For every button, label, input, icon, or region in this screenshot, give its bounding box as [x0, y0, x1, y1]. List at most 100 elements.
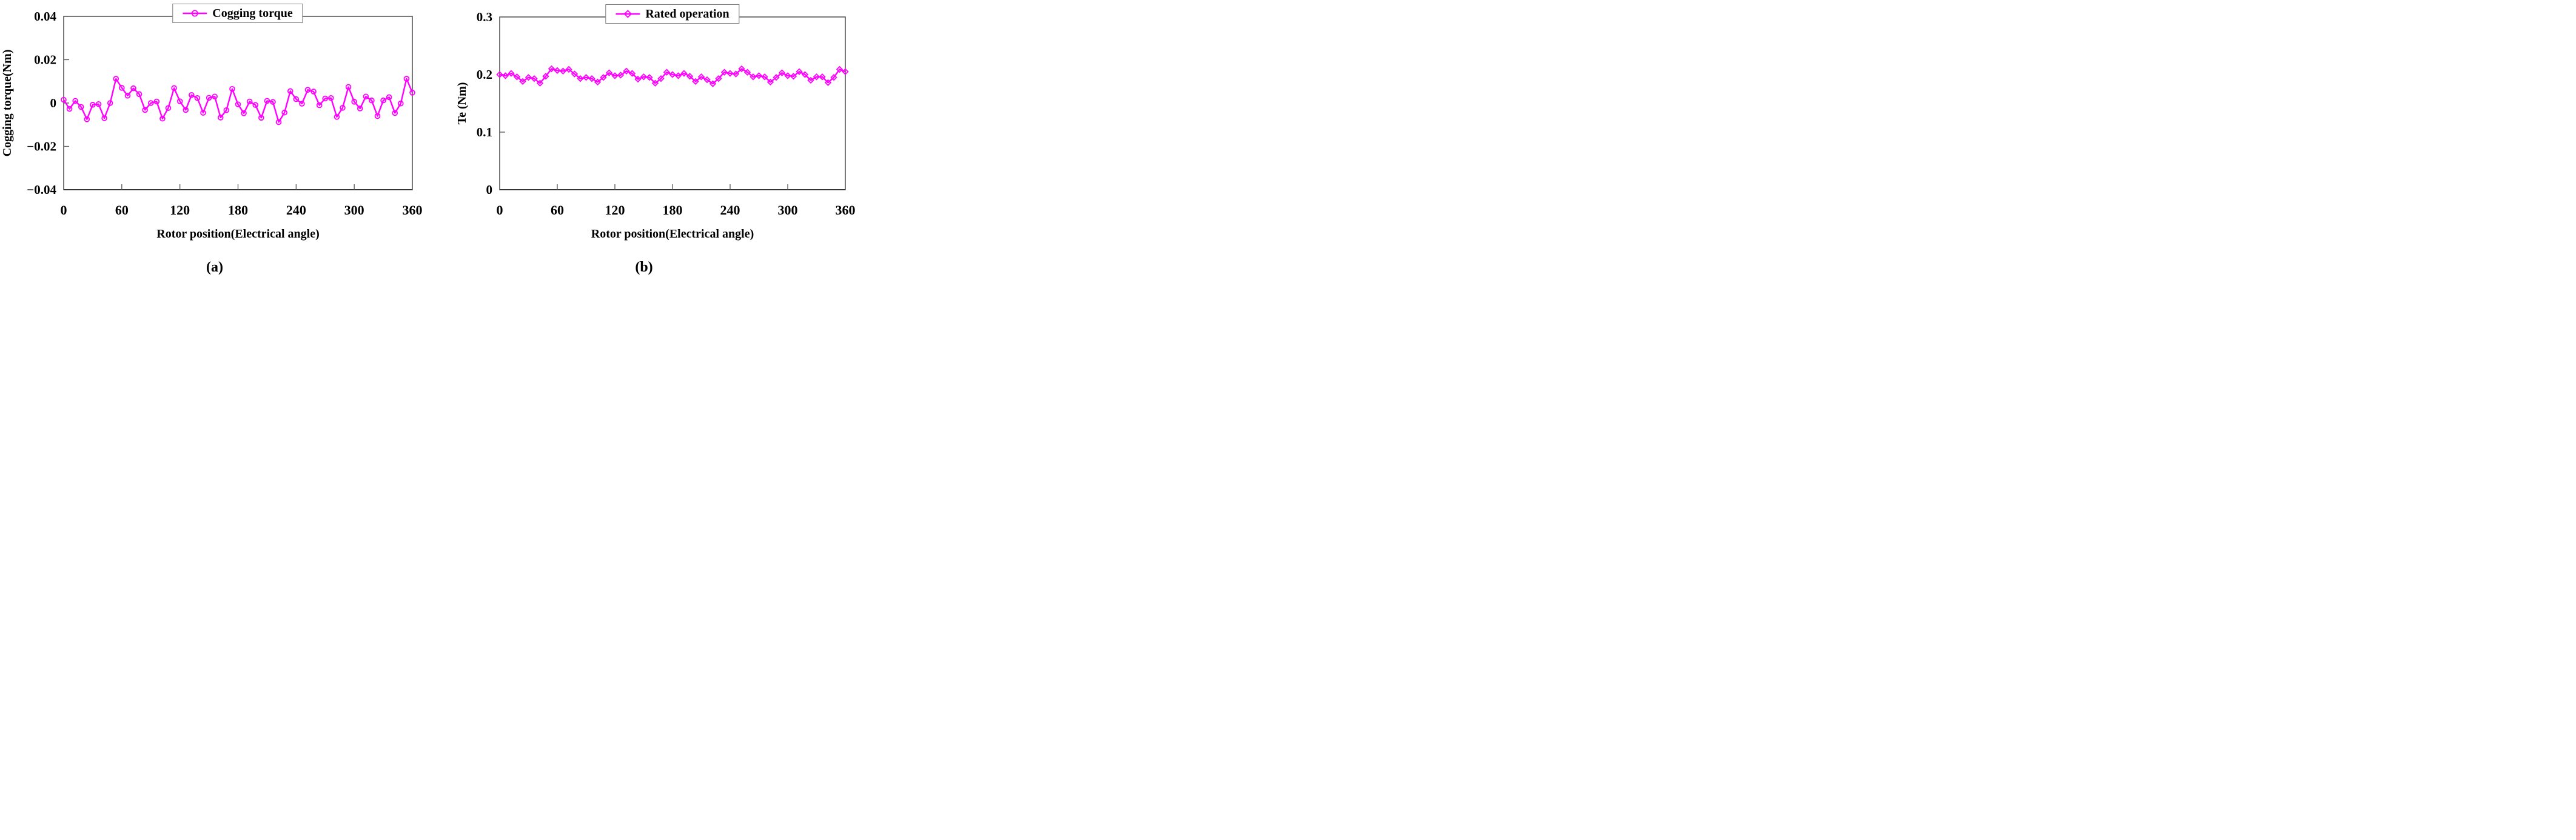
data-point-diamond	[559, 67, 567, 75]
data-point-diamond	[548, 65, 555, 73]
panel-a: 0 60 120 180 240 300 360 0.04 0.02 0 −0.02 −0.04 Rot…	[0, 0, 429, 280]
data-point-circle	[113, 76, 119, 82]
data-point-diamond	[513, 73, 521, 81]
y-tick-label: 0	[50, 96, 57, 110]
series-line	[62, 78, 414, 123]
data-point-circle	[340, 105, 346, 111]
data-point-circle	[223, 107, 230, 113]
data-point-circle	[229, 85, 235, 92]
data-point-diamond	[646, 74, 653, 81]
data-point-circle	[299, 101, 305, 107]
data-point-circle	[316, 102, 323, 108]
data-point-diamond	[674, 72, 682, 79]
data-point-circle	[66, 105, 73, 112]
data-point-diamond	[720, 68, 728, 76]
data-point-diamond	[842, 68, 849, 75]
data-point-circle	[357, 105, 363, 112]
x-tick-label: 120	[605, 202, 625, 218]
data-point-diamond	[796, 68, 803, 75]
data-point-circle	[95, 101, 102, 107]
data-point-diamond	[496, 71, 503, 78]
data-point-diamond	[531, 75, 538, 82]
x-tick-label: 0	[497, 202, 503, 218]
x-tick-label: 60	[551, 202, 564, 218]
data-point-circle	[369, 97, 375, 104]
x-tick-label: 60	[115, 202, 129, 218]
x-tick-label: 180	[228, 202, 248, 218]
data-point-diamond	[761, 73, 768, 81]
data-point-diamond	[623, 67, 630, 75]
data-point-circle	[281, 109, 287, 116]
plot-frame	[499, 16, 846, 190]
y-tick-label: 0.2	[477, 67, 492, 82]
data-point-diamond	[525, 74, 532, 81]
data-point-circle	[189, 92, 195, 98]
x-tick-label: 0	[61, 202, 67, 218]
data-point-circle	[84, 116, 90, 122]
data-point-circle	[392, 110, 398, 116]
y-axis-label: Cogging torque(Nm)	[1, 50, 14, 157]
data-point-diamond	[542, 73, 549, 80]
data-point-circle	[235, 101, 241, 107]
data-point-diamond	[640, 73, 648, 81]
data-point-diamond	[807, 76, 814, 84]
data-point-diamond	[766, 78, 774, 86]
data-point-circle	[304, 87, 311, 93]
data-point-circle	[61, 96, 67, 103]
data-point-circle	[328, 95, 334, 101]
data-point-diamond	[738, 65, 745, 73]
data-point-diamond	[663, 68, 671, 76]
data-point-diamond	[588, 75, 595, 82]
data-point-diamond	[778, 69, 786, 76]
data-point-circle	[142, 107, 148, 113]
data-point-circle	[212, 93, 218, 100]
data-point-circle	[275, 119, 282, 125]
data-point-diamond	[732, 70, 740, 78]
data-point-diamond	[743, 68, 751, 76]
x-tick-label: 300	[344, 202, 364, 218]
data-point-circle	[241, 110, 247, 116]
data-point-diamond	[565, 65, 572, 73]
data-point-circle	[101, 115, 107, 121]
data-point-circle	[194, 95, 201, 101]
data-point-circle	[293, 96, 300, 102]
legend-label: Cogging torque	[212, 7, 293, 20]
data-point-circle	[147, 100, 154, 106]
figure-torque-charts: 0 60 120 180 240 300 360 0.04 0.02 0 −0.02 −0.04 Rot…	[0, 0, 859, 280]
y-tick-label: 0.1	[477, 125, 492, 139]
data-point-circle	[345, 84, 352, 90]
data-point-diamond	[519, 78, 526, 85]
data-point-circle	[380, 97, 386, 104]
data-point-circle	[264, 98, 270, 104]
data-point-diamond	[680, 70, 688, 77]
y-tick-label: 0.3	[477, 10, 492, 24]
y-tick-label: −0.02	[27, 139, 56, 154]
data-point-circle	[403, 76, 410, 82]
data-point-circle	[90, 102, 96, 108]
data-point-diamond	[617, 72, 625, 79]
data-point-circle	[322, 95, 329, 102]
data-point-diamond	[726, 70, 734, 77]
data-point-circle	[374, 113, 381, 119]
data-point-diamond	[836, 65, 844, 73]
data-point-diamond	[582, 74, 590, 81]
data-point-circle	[398, 100, 404, 107]
data-point-diamond	[703, 76, 711, 84]
caption-a: (a)	[206, 259, 223, 275]
data-point-diamond	[669, 71, 676, 78]
x-tick-label: 120	[170, 202, 190, 218]
cogging-torque-chart: 0 60 120 180 240 300 360 0.04 0.02 0 −0.02 −0.04 Rot…	[1, 9, 423, 241]
data-point-circle	[165, 105, 172, 112]
data-point-circle	[409, 90, 415, 96]
data-point-circle	[124, 93, 131, 99]
legend-diamond-marker-icon	[615, 10, 640, 18]
data-point-circle	[270, 99, 276, 105]
legend-rated-operation: Rated operation	[605, 4, 740, 24]
data-point-circle	[153, 98, 160, 105]
data-point-circle	[334, 114, 340, 120]
panel-b: 0 60 120 180 240 300 360 0.3 0.2 0.1 0 Rotor positi…	[429, 0, 859, 280]
rated-operation-torque-chart: 0 60 120 180 240 300 360 0.3 0.2 0.1 0 Rotor positi…	[455, 10, 856, 241]
data-point-diamond	[628, 70, 636, 77]
series-line	[499, 68, 846, 85]
data-point-diamond	[571, 70, 579, 78]
